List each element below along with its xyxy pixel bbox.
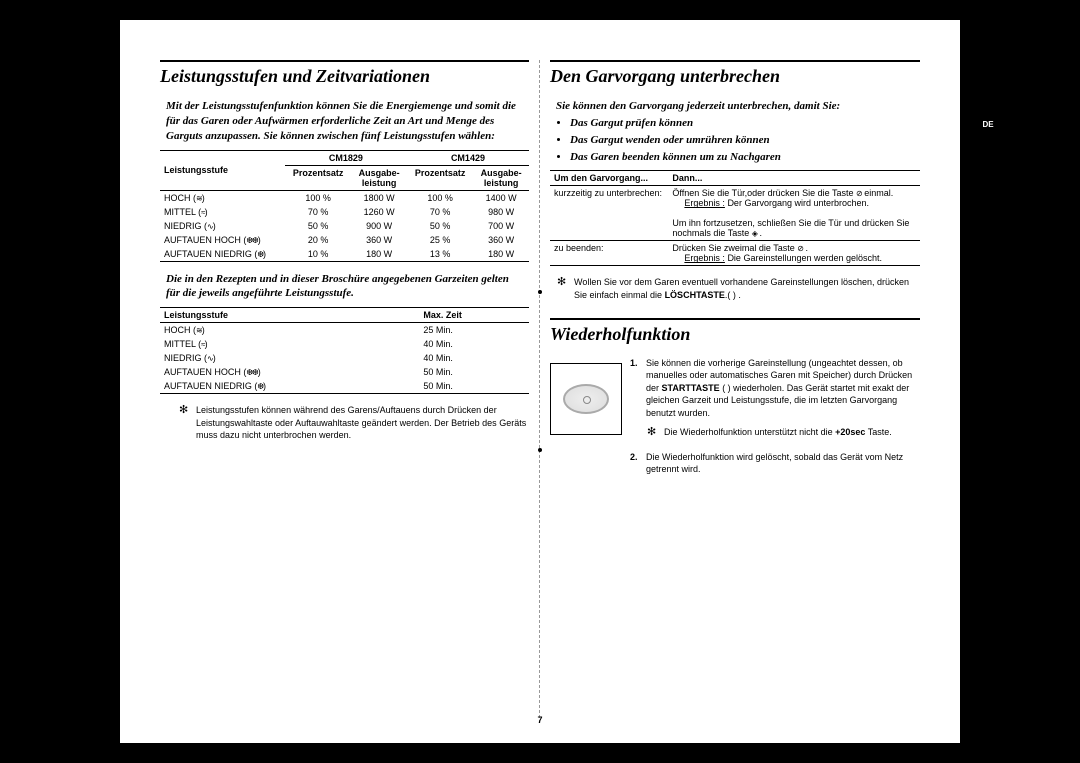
col-header: Leistungsstufe bbox=[160, 308, 419, 323]
item-body: Die Wiederholfunktion wird gelöscht, sob… bbox=[646, 451, 920, 476]
note: ✻ Wollen Sie vor dem Garen eventuell vor… bbox=[556, 276, 920, 301]
text: Drücken Sie zweimal die Taste bbox=[672, 243, 794, 253]
divider-dot-icon bbox=[538, 448, 542, 452]
result-label: Ergebnis : bbox=[684, 198, 725, 208]
note-text: Wollen Sie vor dem Garen eventuell vorha… bbox=[570, 276, 920, 301]
text: Die Wiederholfunktion unterstützt nicht … bbox=[660, 426, 920, 439]
table-row: NIEDRIG (∿)40 Min. bbox=[160, 351, 529, 365]
rule bbox=[550, 60, 920, 62]
repeat-section: 1. Sie können die vorherige Gareinstellu… bbox=[550, 357, 920, 482]
interrupt-table: Um den Garvorgang... Dann... kurzzeitig … bbox=[550, 170, 920, 266]
divider-dot-icon bbox=[538, 290, 542, 294]
illustration bbox=[550, 363, 622, 435]
important-icon: ✻ bbox=[178, 404, 192, 442]
footnote: ✻ Leistungsstufen können während des Gar… bbox=[178, 404, 529, 442]
section-title: Den Garvorgang unterbrechen bbox=[550, 66, 920, 87]
section-title: Leistungsstufen und Zeitvariationen bbox=[160, 66, 529, 87]
col-header: Ausgabe-leistung bbox=[351, 165, 407, 190]
cancel-icon: ⊘ bbox=[797, 244, 803, 253]
language-tab: DE bbox=[976, 115, 1000, 135]
col-header: Leistungsstufe bbox=[160, 150, 285, 190]
button-illustration-icon bbox=[563, 384, 609, 414]
cell: zu beenden: bbox=[550, 241, 668, 266]
page-number: 7 bbox=[537, 715, 542, 725]
list-item: 1. Sie können die vorherige Gareinstellu… bbox=[630, 357, 920, 445]
text: .( ) . bbox=[725, 290, 741, 300]
item-number: 1. bbox=[630, 357, 646, 445]
footnote-text: Leistungsstufen können während des Garen… bbox=[192, 404, 529, 442]
text: Der Garvorgang wird unterbrochen. bbox=[727, 198, 869, 208]
table-row: HOCH (≋)100 %1800 W100 %1400 W bbox=[160, 190, 529, 205]
table-row: AUFTAUEN NIEDRIG (❆)10 %180 W13 %180 W bbox=[160, 247, 529, 262]
left-column: Leistungsstufen und Zeitvariationen Mit … bbox=[150, 60, 540, 723]
text: Die Gareinstellungen werden gelöscht. bbox=[727, 253, 882, 263]
section-title: Wiederholfunktion bbox=[550, 324, 920, 345]
col-header: Prozentsatz bbox=[285, 165, 351, 190]
table-row: AUFTAUEN HOCH (❆❆)20 %360 W25 %360 W bbox=[160, 233, 529, 247]
text: Die Wiederholfunktion unterstützt nicht … bbox=[664, 427, 835, 437]
right-column: Den Garvorgang unterbrechen Sie können d… bbox=[540, 60, 930, 723]
list-item: 2. Die Wiederholfunktion wird gelöscht, … bbox=[630, 451, 920, 476]
col-header: CM1829 bbox=[285, 150, 407, 165]
text: Taste. bbox=[865, 427, 891, 437]
item-number: 2. bbox=[630, 451, 646, 476]
table-row: HOCH (≋)25 Min. bbox=[160, 323, 529, 338]
result-label: Ergebnis : bbox=[684, 253, 725, 263]
table-row: zu beenden: Drücken Sie zweimal die Tast… bbox=[550, 241, 920, 266]
col-header: Ausgabe-leistung bbox=[473, 165, 529, 190]
page: DE Leistungsstufen und Zeitvariationen M… bbox=[120, 20, 960, 743]
bullet-list: Das Gargut prüfen können Das Gargut wende… bbox=[570, 116, 914, 165]
text: einmal. bbox=[864, 188, 893, 198]
cancel-icon: ⊘ bbox=[856, 189, 862, 198]
text-bold: +20sec bbox=[835, 427, 865, 437]
intro-text: Mit der Leistungsstufenfunktion können S… bbox=[160, 99, 529, 144]
item-body: Sie können die vorherige Gareinstellung … bbox=[646, 357, 920, 445]
rule bbox=[160, 60, 529, 62]
mid-note: Die in den Rezepten und in dieser Brosch… bbox=[160, 272, 529, 302]
rule bbox=[550, 318, 920, 320]
text: Um ihn fortzusetzen, schließen Sie die T… bbox=[672, 218, 909, 238]
col-header: Prozentsatz bbox=[407, 165, 473, 190]
power-table: Leistungsstufe CM1829 CM1429 Prozentsatz… bbox=[160, 150, 529, 262]
intro-lead: Sie können den Garvorgang jederzeit unte… bbox=[556, 100, 840, 112]
table-row: MITTEL (≈)70 %1260 W70 %980 W bbox=[160, 205, 529, 219]
maxtime-table: Leistungsstufe Max. Zeit HOCH (≋)25 Min.… bbox=[160, 307, 529, 394]
start-icon: ◈ bbox=[752, 229, 757, 238]
cell: Drücken Sie zweimal die Taste ⊘ . Ergebn… bbox=[668, 241, 920, 266]
col-header: CM1429 bbox=[407, 150, 529, 165]
cell: kurzzeitig zu unterbrechen: bbox=[550, 186, 668, 241]
col-header: Max. Zeit bbox=[419, 308, 529, 323]
table-row: AUFTAUEN HOCH (❆❆)50 Min. bbox=[160, 365, 529, 379]
bullet: Das Garen beenden können um zu Nachgaren bbox=[570, 150, 914, 165]
ordered-list: 1. Sie können die vorherige Gareinstellu… bbox=[630, 357, 920, 476]
bullet: Das Gargut prüfen können bbox=[570, 116, 914, 131]
col-header: Dann... bbox=[668, 171, 920, 186]
bullet: Das Gargut wenden oder umrühren können bbox=[570, 133, 914, 148]
col-header: Um den Garvorgang... bbox=[550, 171, 668, 186]
text-bold: STARTTASTE bbox=[662, 383, 720, 393]
important-icon: ✻ bbox=[646, 426, 660, 439]
intro-text: Sie können den Garvorgang jederzeit unte… bbox=[550, 99, 920, 164]
table-row: MITTEL (≈)40 Min. bbox=[160, 337, 529, 351]
table-row: NIEDRIG (∿)50 %900 W50 %700 W bbox=[160, 219, 529, 233]
text-bold: LÖSCHTASTE bbox=[665, 290, 725, 300]
cell: Öffnen Sie die Tür,oder drücken Sie die … bbox=[668, 186, 920, 241]
text: Öffnen Sie die Tür,oder drücken Sie die … bbox=[672, 188, 853, 198]
text: Wollen Sie vor dem Garen eventuell vorha… bbox=[574, 277, 909, 300]
table-row: kurzzeitig zu unterbrechen: Öffnen Sie d… bbox=[550, 186, 920, 241]
table-row: AUFTAUEN NIEDRIG (❆)50 Min. bbox=[160, 379, 529, 394]
important-icon: ✻ bbox=[556, 276, 570, 301]
